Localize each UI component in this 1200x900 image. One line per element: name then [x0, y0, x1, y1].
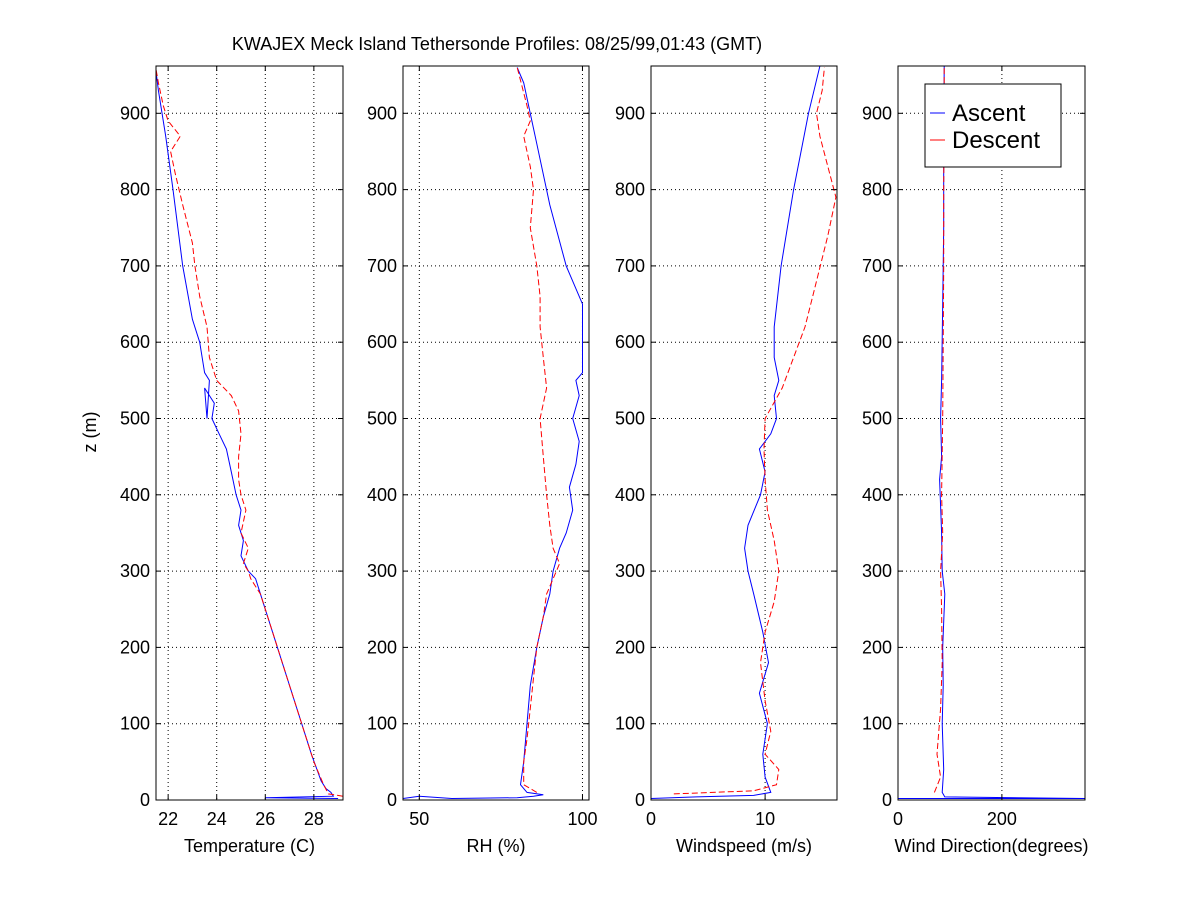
y-tick-label: 900 — [367, 103, 397, 123]
y-tick-label: 300 — [615, 561, 645, 581]
axes-box — [155, 65, 344, 801]
y-tick-label: 600 — [862, 332, 892, 352]
series-line-ascent — [898, 66, 1085, 799]
y-tick-label: 300 — [120, 561, 150, 581]
y-tick-label: 100 — [615, 714, 645, 734]
y-tick-label: 800 — [120, 180, 150, 200]
chart-title: KWAJEX Meck Island Tethersonde Profiles:… — [232, 34, 762, 54]
y-tick-label: 400 — [367, 485, 397, 505]
series-line-ascent — [156, 71, 339, 799]
y-tick-label: 200 — [862, 637, 892, 657]
series-line-descent — [156, 69, 343, 797]
y-tick-label: 100 — [862, 714, 892, 734]
y-tick-label: 800 — [862, 180, 892, 200]
y-tick-label: 700 — [615, 256, 645, 276]
series-line-ascent — [651, 66, 821, 799]
legend-label-descent: Descent — [952, 127, 1040, 154]
x-axis-label: Wind Direction(degrees) — [894, 836, 1088, 856]
y-tick-label: 600 — [367, 332, 397, 352]
axes-box — [650, 65, 838, 801]
y-tick-label: 700 — [120, 256, 150, 276]
series-line-descent — [673, 67, 837, 795]
panel-winddir: 0 100 200 300 400 500 600 700 800 900 0 200 Wind Dir… — [862, 65, 1089, 856]
y-tick-label: 100 — [367, 714, 397, 734]
axes-box — [402, 65, 590, 801]
series-line-descent — [933, 66, 945, 793]
x-tick-label: 22 — [158, 809, 178, 829]
x-tick-label: 0 — [893, 809, 903, 829]
x-tick-label: 0 — [646, 809, 656, 829]
y-tick-label: 500 — [120, 409, 150, 429]
y-tick-label: 700 — [862, 256, 892, 276]
x-tick-label: 200 — [987, 809, 1017, 829]
legend-box — [924, 83, 1062, 168]
x-axis-label: RH (%) — [467, 836, 526, 856]
y-tick-label: 500 — [367, 409, 397, 429]
x-axis-label: Windspeed (m/s) — [676, 836, 812, 856]
y-tick-label: 900 — [615, 103, 645, 123]
y-tick-label: 600 — [120, 332, 150, 352]
x-tick-label: 26 — [255, 809, 275, 829]
y-axis-label: z (m) — [80, 412, 100, 453]
y-tick-label: 200 — [367, 637, 397, 657]
y-tick-label: 200 — [120, 637, 150, 657]
y-tick-label: 0 — [387, 790, 397, 810]
panel-rh: 0 100 200 300 400 500 600 700 800 900 50 100 RH (%) — [367, 65, 597, 856]
y-tick-label: 500 — [862, 409, 892, 429]
axes-box — [897, 65, 1086, 801]
x-tick-label: 28 — [304, 809, 324, 829]
y-tick-label: 400 — [862, 485, 892, 505]
y-tick-label: 400 — [120, 485, 150, 505]
x-tick-label: 24 — [207, 809, 227, 829]
y-tick-label: 300 — [862, 561, 892, 581]
series-line-ascent — [403, 67, 583, 800]
y-tick-label: 800 — [367, 180, 397, 200]
y-tick-label: 900 — [120, 103, 150, 123]
panel-windspeed: 0 100 200 300 400 500 600 700 800 900 0 10 Windspeed… — [615, 65, 838, 856]
x-tick-label: 10 — [755, 809, 775, 829]
y-tick-label: 700 — [367, 256, 397, 276]
y-tick-label: 0 — [882, 790, 892, 810]
y-tick-label: 900 — [862, 103, 892, 123]
y-tick-label: 600 — [615, 332, 645, 352]
y-tick-label: 300 — [367, 561, 397, 581]
y-tick-label: 200 — [615, 637, 645, 657]
panel-temperature: 0 100 200 300 400 500 600 700 800 900 22 24 26 28 Temp… — [120, 65, 344, 856]
legend-label-ascent: Ascent — [952, 100, 1026, 127]
y-tick-label: 400 — [615, 485, 645, 505]
x-tick-label: 50 — [409, 809, 429, 829]
y-tick-label: 100 — [120, 714, 150, 734]
y-tick-label: 500 — [615, 409, 645, 429]
series-line-descent — [516, 67, 561, 793]
x-tick-label: 100 — [567, 809, 597, 829]
y-tick-label: 0 — [635, 790, 645, 810]
y-tick-label: 0 — [140, 790, 150, 810]
y-tick-label: 800 — [615, 180, 645, 200]
x-axis-label: Temperature (C) — [184, 836, 315, 856]
